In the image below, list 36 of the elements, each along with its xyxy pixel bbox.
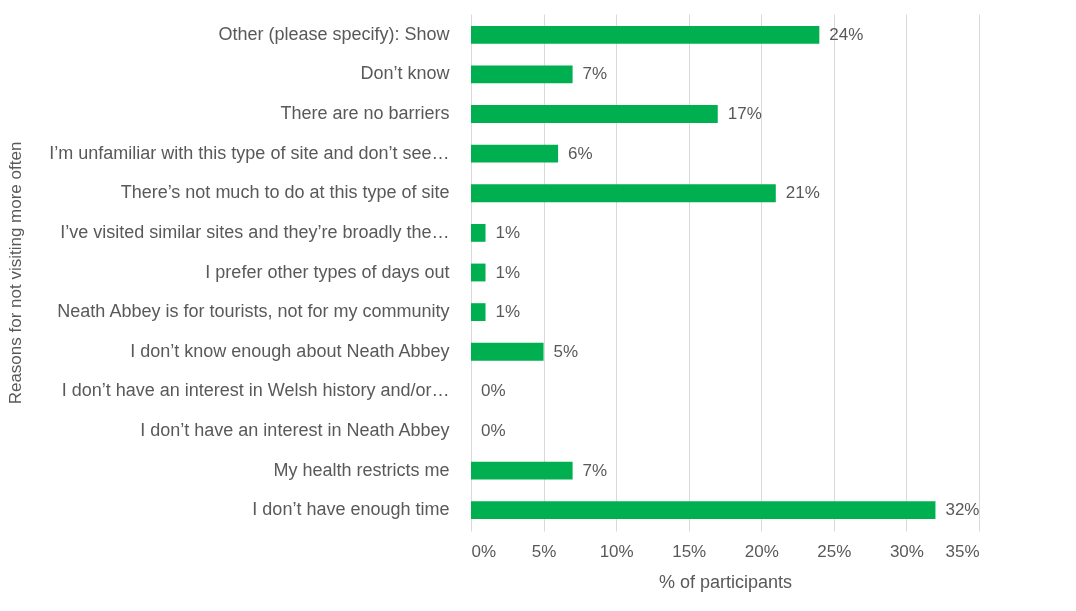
x-tick-label: 30%	[889, 541, 924, 561]
data-label: 7%	[582, 64, 608, 84]
x-tick-label: 10%	[599, 541, 634, 561]
x-tick-label: 0%	[471, 541, 497, 561]
data-label: 0%	[481, 381, 506, 401]
y-tick-label: I don’t have enough time	[252, 499, 450, 520]
data-label: 1%	[495, 222, 521, 242]
y-axis-title: Reasons for not visiting more often	[6, 141, 26, 405]
y-tick-label: Don’t know	[360, 63, 451, 84]
data-label: 7%	[582, 460, 608, 480]
x-axis-title: % of participants	[658, 571, 793, 592]
data-label: 1%	[495, 262, 521, 282]
y-tick-label: My health restricts me	[273, 459, 450, 480]
x-tick-label: 5%	[531, 541, 557, 561]
x-tick-label: 35%	[945, 541, 980, 561]
y-tick-label: Other (please specify): Show	[218, 23, 451, 44]
data-label: 0%	[481, 420, 506, 440]
x-tick-label: 15%	[672, 541, 707, 561]
y-tick-label: I’m unfamiliar with this type of site and don’t see…	[49, 142, 450, 163]
data-label: 17%	[727, 104, 762, 124]
y-tick-label: I don’t have an interest in Welsh history and/or…	[61, 380, 450, 401]
y-tick-label: I’ve visited similar sites and they’re broadly the…	[60, 221, 450, 242]
y-tick-label: There are no barriers	[280, 103, 450, 124]
data-label: 21%	[785, 183, 820, 203]
y-tick-label: Neath Abbey is for tourists, not for my community	[57, 301, 450, 322]
y-tick-label: I don’t know enough about Neath Abbey	[130, 340, 450, 361]
x-tick-label: 25%	[817, 541, 852, 561]
data-label: 24%	[829, 24, 864, 44]
y-tick-label: There’s not much to do at this type of site	[120, 182, 450, 203]
data-label: 6%	[568, 143, 593, 163]
data-label: 5%	[553, 341, 579, 361]
data-label: 1%	[495, 302, 521, 322]
y-tick-label: I prefer other types of days out	[205, 261, 450, 282]
x-tick-label: 20%	[744, 541, 779, 561]
y-tick-label: I don’t have an interest in Neath Abbey	[140, 419, 450, 440]
data-label: 32%	[945, 500, 980, 520]
